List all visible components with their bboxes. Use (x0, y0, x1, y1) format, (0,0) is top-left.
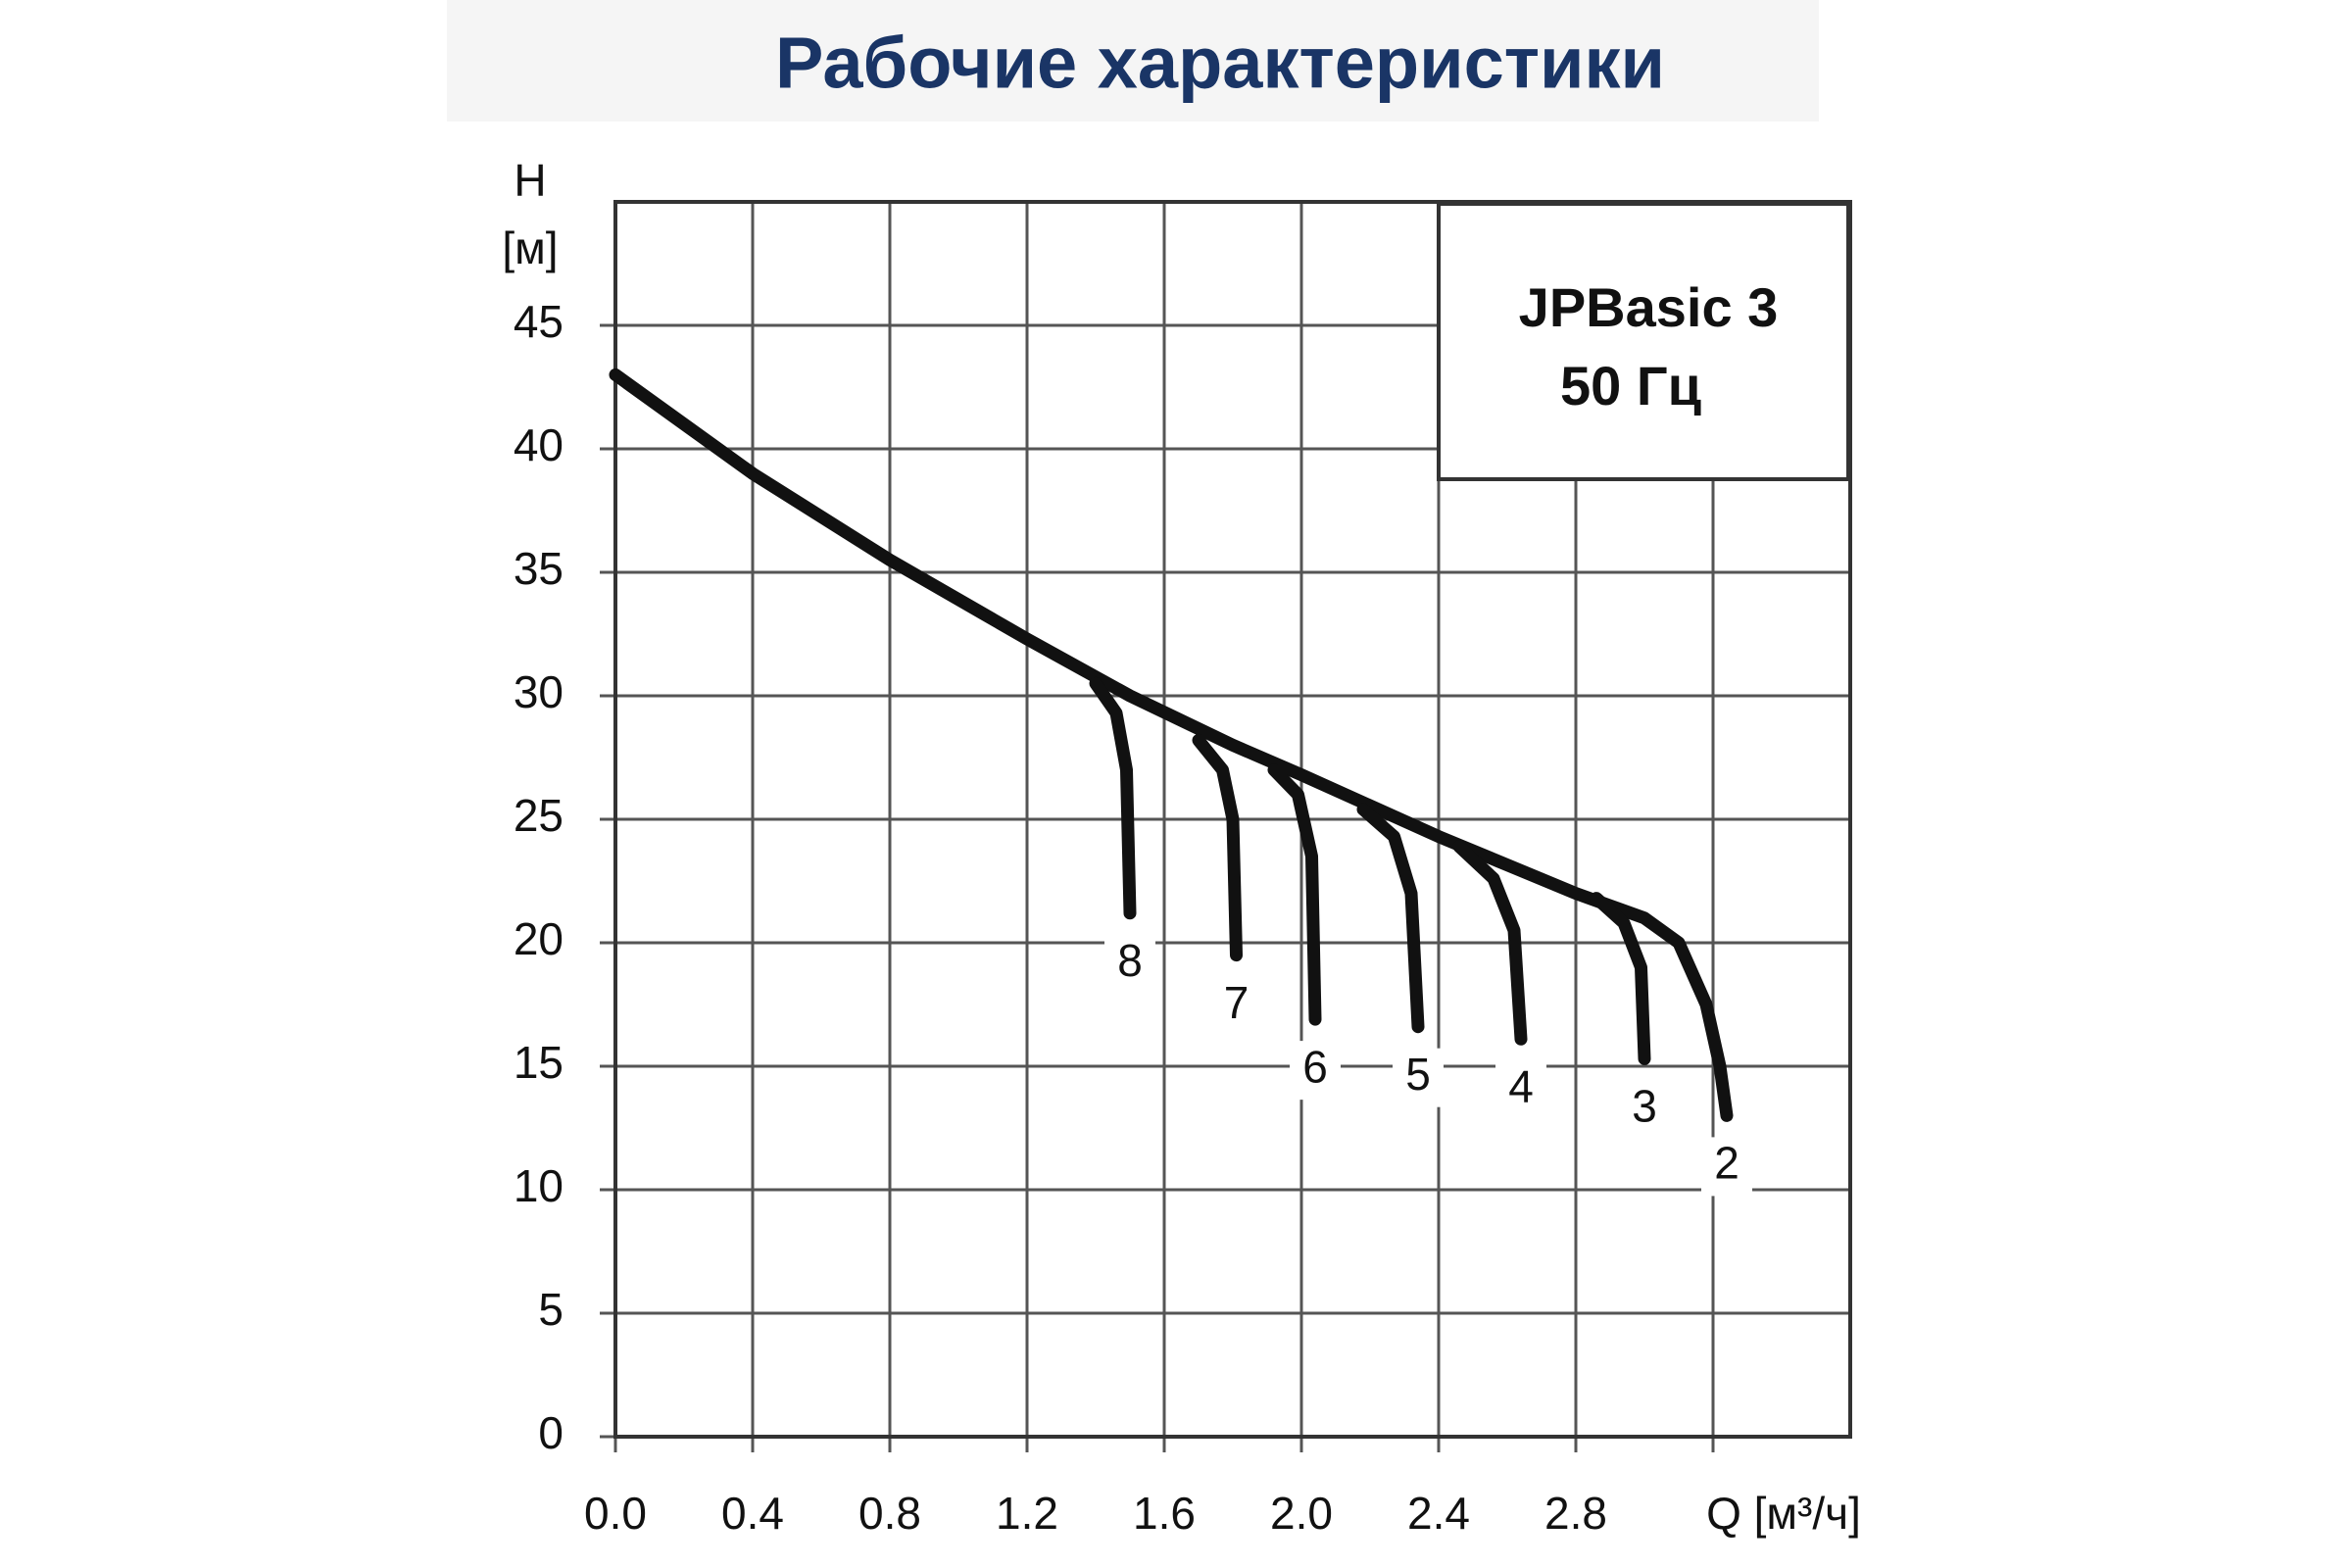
x-label: Q [м³/ч] (1706, 1488, 1861, 1539)
curve-label: 2 (1714, 1138, 1740, 1189)
x-tick-label: 0.4 (721, 1488, 784, 1539)
curve-label: 5 (1405, 1049, 1431, 1100)
title-band (447, 0, 1819, 122)
curve-label-bg (1210, 976, 1262, 1036)
plot-frame (613, 200, 1852, 1439)
y-tick-label: 5 (538, 1284, 564, 1335)
y-tick-label: 45 (514, 296, 564, 347)
x-tick-label: 1.6 (1133, 1488, 1196, 1539)
curve-label: 4 (1508, 1060, 1534, 1111)
x-tick-label: 2.8 (1544, 1488, 1607, 1539)
curve (1089, 676, 1137, 920)
y-tick-label: 40 (514, 419, 564, 470)
x-tick-label: 0.8 (858, 1488, 921, 1539)
curve (1267, 763, 1322, 1026)
curve-label-bg (1393, 1048, 1444, 1107)
y-tick-label: 15 (514, 1037, 564, 1088)
y-tick-label: 30 (514, 666, 564, 717)
curve-label-bg (1495, 1060, 1546, 1120)
y-tick-label: 35 (514, 543, 564, 594)
chart-title: Рабочие характеристики (775, 23, 1665, 104)
curve-label: 7 (1224, 977, 1250, 1028)
annotation-line: 50 Гц (1560, 355, 1701, 416)
y-tick-label: 10 (514, 1160, 564, 1211)
annotation-box (1437, 202, 1850, 481)
curve (1590, 892, 1651, 1065)
curve-label-bg (1619, 1080, 1670, 1140)
y-tick-label: 20 (514, 913, 564, 964)
curve (609, 368, 1734, 1122)
curve (1192, 733, 1243, 962)
x-tick-label: 2.4 (1407, 1488, 1470, 1539)
y-tick-label: 25 (514, 790, 564, 841)
y-tick-label: 0 (538, 1407, 564, 1458)
curve (1356, 803, 1425, 1034)
curve-label-bg (1104, 934, 1155, 994)
x-tick-label: 2.0 (1270, 1488, 1333, 1539)
curve-label-bg (1290, 1041, 1341, 1101)
curve-label: 3 (1632, 1081, 1657, 1132)
curve-label-bg (1701, 1137, 1752, 1197)
y-unit: [м] (502, 222, 558, 273)
curve-label: 6 (1302, 1041, 1328, 1092)
x-tick-label: 0.0 (584, 1488, 647, 1539)
y-label: H (514, 155, 546, 206)
annotation-line: JPBasic 3 (1519, 276, 1779, 338)
x-tick-label: 1.2 (996, 1488, 1058, 1539)
curve (1452, 840, 1528, 1046)
curve-label: 8 (1117, 935, 1143, 986)
